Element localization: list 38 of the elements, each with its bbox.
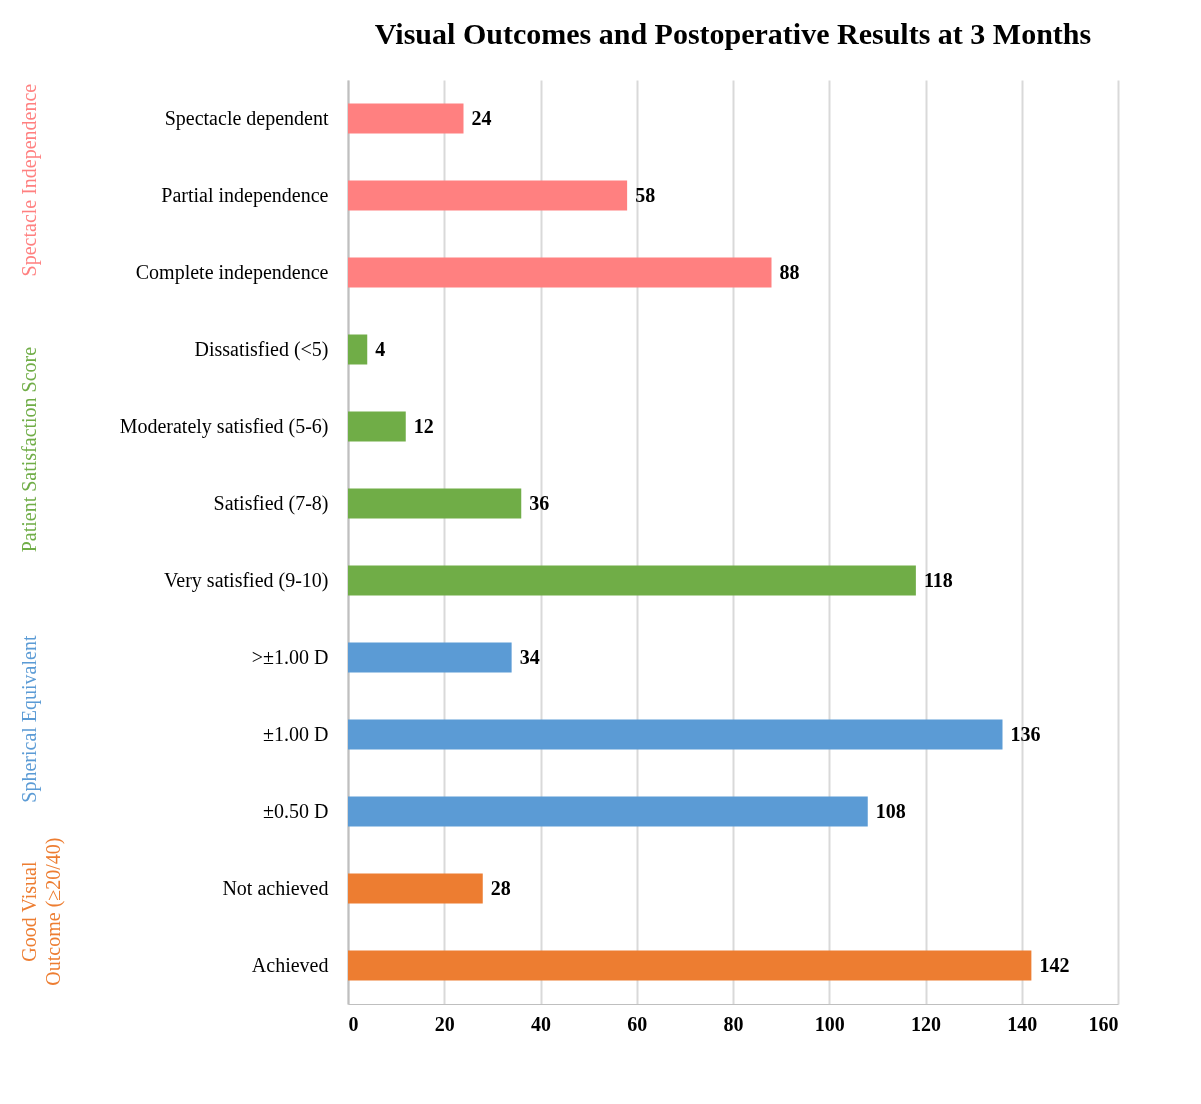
y-tick-label: >±1.00 D bbox=[251, 645, 329, 668]
x-tick-label: 40 bbox=[531, 1012, 551, 1035]
data-label: 58 bbox=[635, 183, 656, 206]
x-tick-label: 0 bbox=[348, 1012, 359, 1035]
data-label: 108 bbox=[875, 799, 906, 822]
data-label: 4 bbox=[375, 337, 386, 360]
chart-title: Visual Outcomes and Postoperative Results at 3 Months bbox=[374, 17, 1092, 50]
text: Spectacle Independence bbox=[18, 83, 41, 277]
data-label: 28 bbox=[490, 876, 511, 899]
x-tick-label: 160 bbox=[1088, 1012, 1119, 1035]
x-tick-label: 60 bbox=[627, 1012, 648, 1035]
y-tick-label: Very satisfied (9-10) bbox=[164, 568, 329, 592]
text: Good Visual Outcome (≥20/40) bbox=[18, 837, 65, 986]
x-tick-label: 140 bbox=[1007, 1012, 1038, 1035]
x-tick-label: 120 bbox=[911, 1012, 941, 1035]
y-tick-label: Not achieved bbox=[222, 876, 329, 899]
x-tick-label: 20 bbox=[434, 1012, 455, 1035]
y-tick-label: Achieved bbox=[251, 953, 329, 976]
y-tick-label: Spectacle dependent bbox=[164, 106, 329, 130]
data-label: 34 bbox=[519, 645, 540, 668]
data-label: 12 bbox=[413, 414, 434, 437]
y-tick-label: Complete independence bbox=[135, 260, 329, 284]
y-tick-label: Satisfied (7-8) bbox=[213, 491, 329, 515]
x-tick-label: 80 bbox=[723, 1012, 744, 1035]
data-label: 142 bbox=[1039, 953, 1070, 976]
y-tick-label: ±0.50 D bbox=[263, 799, 329, 822]
text: Patient Satisfaction Score bbox=[18, 346, 40, 553]
data-label: 24 bbox=[471, 106, 492, 129]
y-tick-label: Dissatisfied (<5) bbox=[194, 337, 329, 361]
text: Spherical Equivalent bbox=[18, 635, 41, 803]
y-tick-label: ±1.00 D bbox=[263, 722, 329, 745]
y-tick-label: Moderately satisfied (5-6) bbox=[119, 414, 329, 438]
data-label: 136 bbox=[1010, 722, 1041, 745]
data-label: 36 bbox=[529, 491, 550, 514]
data-label: 118 bbox=[923, 568, 953, 591]
x-tick-label: 100 bbox=[814, 1012, 845, 1035]
y-tick-label: Partial independence bbox=[161, 183, 329, 207]
data-label: 88 bbox=[779, 260, 800, 283]
